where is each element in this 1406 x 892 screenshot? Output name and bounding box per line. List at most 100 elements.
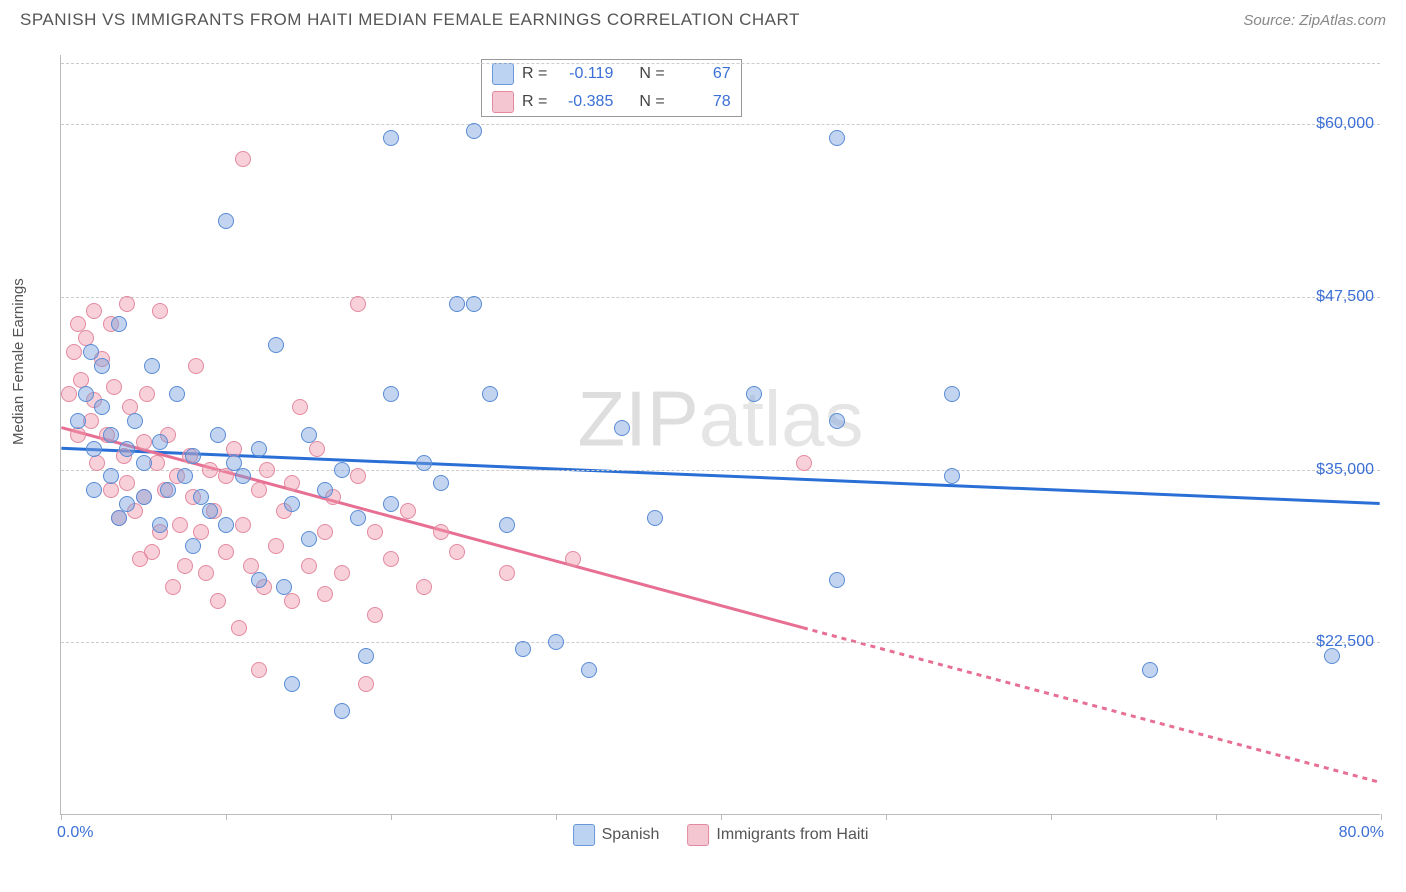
- point-spanish: [152, 517, 168, 533]
- stats-row-haiti: R = -0.385 N = 78: [482, 88, 741, 116]
- point-haiti: [350, 296, 366, 312]
- point-haiti: [284, 593, 300, 609]
- point-haiti: [251, 482, 267, 498]
- point-spanish: [78, 386, 94, 402]
- stats-legend-box: R = -0.119 N = 67 R = -0.385 N = 78: [481, 59, 742, 117]
- point-spanish: [127, 413, 143, 429]
- x-tick: [1381, 814, 1382, 820]
- point-spanish: [829, 572, 845, 588]
- point-haiti: [367, 524, 383, 540]
- swatch-haiti-icon: [687, 824, 709, 846]
- point-spanish: [466, 296, 482, 312]
- point-spanish: [152, 434, 168, 450]
- point-haiti: [144, 544, 160, 560]
- point-spanish: [111, 316, 127, 332]
- point-spanish: [317, 482, 333, 498]
- point-haiti: [106, 379, 122, 395]
- point-spanish: [829, 413, 845, 429]
- point-spanish: [202, 503, 218, 519]
- point-spanish: [449, 296, 465, 312]
- x-tick: [1216, 814, 1217, 820]
- point-spanish: [103, 468, 119, 484]
- swatch-haiti: [492, 91, 514, 113]
- swatch-spanish-icon: [573, 824, 595, 846]
- point-haiti: [70, 427, 86, 443]
- point-haiti: [188, 358, 204, 374]
- point-haiti: [119, 296, 135, 312]
- point-spanish: [482, 386, 498, 402]
- series-legend: Spanish Immigrants from Haiti: [573, 824, 869, 846]
- point-spanish: [119, 441, 135, 457]
- point-spanish: [177, 468, 193, 484]
- point-haiti: [235, 151, 251, 167]
- point-spanish: [358, 648, 374, 664]
- gridline: [61, 642, 1380, 643]
- point-haiti: [317, 586, 333, 602]
- point-spanish: [251, 441, 267, 457]
- point-haiti: [565, 551, 581, 567]
- point-spanish: [350, 510, 366, 526]
- point-haiti: [301, 558, 317, 574]
- point-haiti: [400, 503, 416, 519]
- point-spanish: [944, 468, 960, 484]
- legend-item-spanish: Spanish: [573, 824, 660, 846]
- point-spanish: [1324, 648, 1340, 664]
- point-spanish: [86, 441, 102, 457]
- point-haiti: [317, 524, 333, 540]
- gridline: [61, 63, 1380, 64]
- point-haiti: [292, 399, 308, 415]
- point-spanish: [466, 123, 482, 139]
- point-spanish: [499, 517, 515, 533]
- point-haiti: [89, 455, 105, 471]
- point-haiti: [796, 455, 812, 471]
- point-spanish: [94, 399, 110, 415]
- point-spanish: [334, 703, 350, 719]
- point-spanish: [1142, 662, 1158, 678]
- point-haiti: [259, 462, 275, 478]
- point-haiti: [499, 565, 515, 581]
- point-haiti: [218, 468, 234, 484]
- point-spanish: [944, 386, 960, 402]
- point-spanish: [647, 510, 663, 526]
- y-axis-label: Median Female Earnings: [10, 278, 27, 445]
- point-haiti: [433, 524, 449, 540]
- point-spanish: [94, 358, 110, 374]
- x-tick: [226, 814, 227, 820]
- legend-item-haiti: Immigrants from Haiti: [687, 824, 868, 846]
- point-spanish: [276, 579, 292, 595]
- y-tick-label: $60,000: [1316, 115, 1374, 133]
- point-haiti: [86, 303, 102, 319]
- y-tick-label: $47,500: [1316, 288, 1374, 306]
- point-spanish: [111, 510, 127, 526]
- y-tick-label: $35,000: [1316, 461, 1374, 479]
- point-spanish: [251, 572, 267, 588]
- point-haiti: [251, 662, 267, 678]
- chart-title: SPANISH VS IMMIGRANTS FROM HAITI MEDIAN …: [20, 10, 800, 30]
- point-haiti: [367, 607, 383, 623]
- point-spanish: [416, 455, 432, 471]
- point-spanish: [383, 130, 399, 146]
- y-tick-label: $22,500: [1316, 633, 1374, 651]
- point-haiti: [202, 462, 218, 478]
- point-spanish: [210, 427, 226, 443]
- source-label: Source: ZipAtlas.com: [1243, 12, 1386, 29]
- point-spanish: [185, 448, 201, 464]
- x-tick: [886, 814, 887, 820]
- x-tick: [1051, 814, 1052, 820]
- point-spanish: [136, 455, 152, 471]
- point-haiti: [218, 544, 234, 560]
- point-spanish: [334, 462, 350, 478]
- point-haiti: [449, 544, 465, 560]
- x-tick: [391, 814, 392, 820]
- point-spanish: [614, 420, 630, 436]
- point-spanish: [581, 662, 597, 678]
- point-haiti: [210, 593, 226, 609]
- point-haiti: [139, 386, 155, 402]
- source-link[interactable]: ZipAtlas.com: [1299, 12, 1386, 29]
- chart-area: Median Female Earnings ZIPatlas R = -0.1…: [20, 45, 1386, 875]
- point-spanish: [218, 517, 234, 533]
- point-haiti: [152, 303, 168, 319]
- point-haiti: [136, 434, 152, 450]
- point-spanish: [86, 482, 102, 498]
- x-tick: [556, 814, 557, 820]
